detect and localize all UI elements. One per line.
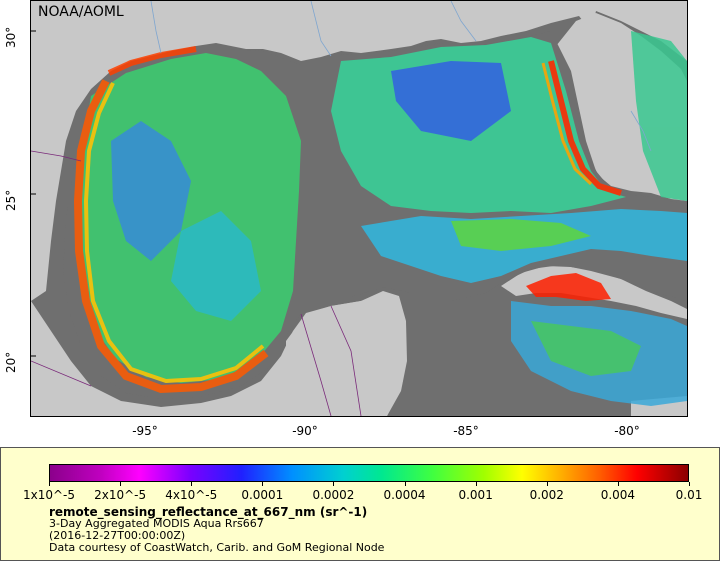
colorbar-tickmark — [475, 482, 477, 486]
swath-west — [79, 53, 301, 383]
colorbar-label: 0.002 — [529, 488, 564, 502]
swath-west-blue — [111, 121, 191, 261]
colorbar-tickmark — [689, 482, 690, 486]
colorbar-tickmark — [617, 482, 619, 486]
legend-line2: (2016-12-27T00:00:00Z) — [49, 529, 186, 542]
map-brand: NOAA/AOML — [38, 4, 124, 20]
colorbar-tickmark — [191, 482, 193, 486]
legend-panel: remote_sensing_reflectance_at_667_nm (sr… — [0, 447, 720, 561]
colorbar-label: 1x10^-5 — [22, 488, 76, 502]
swath-east-blue — [391, 61, 511, 141]
swath-east-edge — [631, 31, 687, 201]
lon-tick-minus90: -90° — [292, 424, 318, 438]
colorbar-label: 0.0002 — [312, 488, 355, 502]
border-mexico-states — [31, 305, 362, 416]
map-canvas — [31, 1, 687, 416]
river-misc — [150, 1, 652, 152]
lat-tick-30: 30° — [4, 26, 18, 48]
colorbar-tickmark — [546, 482, 548, 486]
legend-variable: remote_sensing_reflectance_at_667_nm (sr… — [49, 505, 368, 519]
colorbar-tickmark — [262, 482, 264, 486]
swath-west-cyan — [171, 211, 261, 321]
colorbar-tickmark — [333, 482, 335, 486]
colorbar — [49, 464, 689, 482]
colorbar-label: 2x10^-5 — [94, 488, 147, 502]
lat-tick-25: 25° — [4, 189, 18, 211]
coast-florida-hot — [548, 60, 622, 196]
legend-line1: 3-Day Aggregated MODIS Aqua Rrs667 — [49, 517, 264, 530]
coast-north-west-hot — [107, 46, 197, 76]
coast-florida-warm — [541, 62, 593, 186]
swath-straits-green — [451, 219, 591, 251]
lat-tick-20: 20° — [4, 351, 18, 373]
lat-gridticks — [31, 30, 36, 357]
lon-tick-minus95: -95° — [132, 424, 158, 438]
land-us-gulf-coast — [31, 1, 687, 301]
reflectance-overlay — [73, 31, 687, 406]
swath-caribbean-green — [531, 321, 641, 376]
coast-west-hot — [73, 79, 269, 394]
colorbar-tickmark — [49, 482, 50, 486]
river-mississippi — [310, 1, 332, 57]
colorbar-label: 4x10^-5 — [165, 488, 218, 502]
colorbar-label: 0.001 — [458, 488, 493, 502]
boundaries — [31, 1, 652, 416]
coast-cuba-hot — [526, 273, 611, 301]
map-frame — [30, 0, 688, 417]
land-yucatan — [281, 291, 407, 416]
colorbar-tickmark — [120, 482, 122, 486]
legend-line3: Data courtesy of CoastWatch, Carib. and … — [49, 541, 385, 554]
colorbar-label: 0.004 — [600, 488, 636, 502]
coast-west-warm — [83, 82, 265, 384]
lon-tick-minus80: -80° — [614, 424, 640, 438]
colorbar-label: 0.0001 — [241, 488, 284, 502]
legend-text: remote_sensing_reflectance_at_667_nm (sr… — [49, 506, 384, 554]
colorbar-label: 0.0004 — [383, 488, 426, 502]
colorbar-label: 0.01 — [675, 488, 703, 502]
lon-tick-minus85: -85° — [453, 424, 479, 438]
border-mexico-us — [31, 150, 82, 162]
colorbar-tickmark — [404, 482, 406, 486]
